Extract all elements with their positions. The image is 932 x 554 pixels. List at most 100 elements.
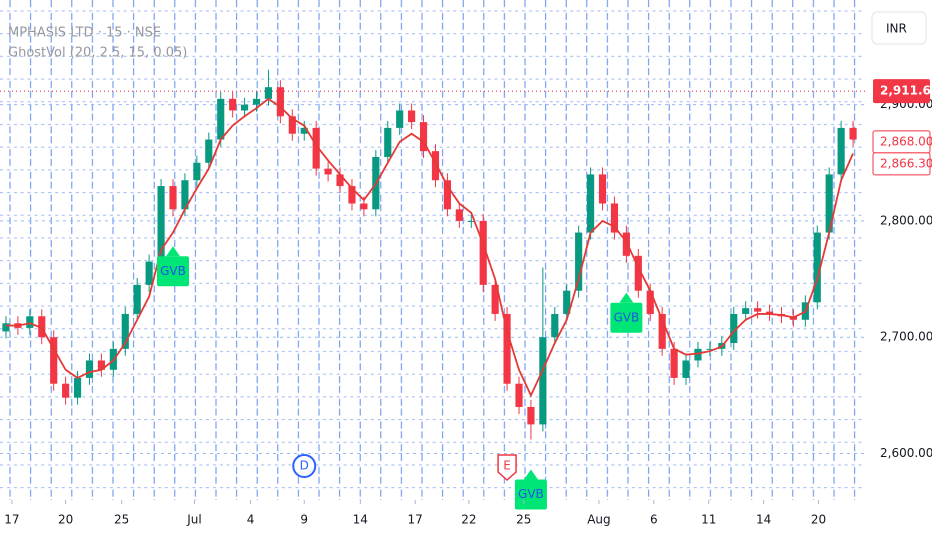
candle-body (38, 316, 46, 338)
signal-label: GVB (518, 487, 544, 501)
candle-body (324, 168, 332, 175)
candle-body (587, 174, 595, 233)
signal-box (610, 302, 643, 333)
event-label: D (300, 459, 309, 473)
candle-body (217, 98, 225, 140)
signal-arrow (619, 292, 634, 303)
currency-label[interactable]: INR (886, 22, 907, 36)
x-tick-label: 17 (408, 513, 423, 527)
candle-body (241, 104, 249, 111)
candle-body (539, 337, 547, 425)
plot-area: GVB GVB GVB D E (0, 69, 865, 510)
candle-body (312, 127, 320, 169)
candle-body (264, 87, 273, 99)
candle-body (837, 127, 845, 175)
x-tick-label: 20 (58, 513, 73, 527)
candle-body (479, 220, 487, 285)
x-tick-label: 25 (516, 513, 531, 527)
candle-body (503, 313, 511, 384)
signal-label: GVB (614, 310, 640, 324)
candle-body (97, 360, 105, 370)
candle-body (384, 127, 392, 157)
candle-body (408, 110, 416, 123)
candle-body (634, 255, 642, 291)
candle-body (288, 116, 296, 134)
x-tick-label: 4 (247, 513, 255, 527)
candle-body (742, 308, 750, 314)
candle-body (276, 87, 284, 117)
price-line-label: 2,911.60 (880, 84, 932, 98)
x-tick-label: 17 (4, 513, 19, 527)
x-tick-label: 22 (461, 513, 476, 527)
grid-pattern (0, 0, 865, 500)
last-price-label: 2,866.30 (880, 156, 932, 170)
signal-arrow (166, 246, 180, 257)
candle-body (598, 174, 607, 204)
candle-body (252, 98, 261, 105)
x-tick-label: 14 (353, 513, 368, 527)
candle-body (145, 261, 153, 285)
x-tick-label: 20 (811, 513, 826, 527)
candle-body (360, 203, 368, 210)
candle-body (133, 284, 141, 314)
candle-body (825, 174, 833, 233)
candle-body (50, 337, 58, 384)
currency-button[interactable] (871, 11, 927, 45)
candle-body (2, 323, 10, 332)
y-tick-label: 2,700.00 (880, 330, 932, 344)
candle-body (85, 360, 94, 378)
candle-body (646, 290, 654, 314)
candle-body (610, 203, 619, 233)
x-tick-label: 14 (756, 513, 771, 527)
candle-body (229, 98, 237, 111)
candle-body (515, 383, 523, 407)
candle-body (813, 232, 821, 303)
x-tick-label: 11 (701, 513, 716, 527)
candle-body (670, 348, 678, 378)
candle-body (575, 232, 583, 291)
candle-body (121, 313, 129, 349)
event-badge (497, 454, 517, 482)
candle-body (431, 151, 440, 181)
candle-body (157, 186, 165, 262)
candle-body (622, 232, 630, 256)
x-tick-label: Aug (587, 513, 610, 527)
candle-body (169, 186, 177, 210)
candle-body (62, 383, 70, 398)
x-tick-label: 25 (114, 513, 129, 527)
candle-body (467, 220, 475, 222)
candle-body (181, 180, 189, 210)
signal-box (157, 256, 189, 287)
y-tick-label: 2,600.00 (880, 446, 932, 460)
indicator-name: GhostVol (20, 2.5, 15, 0.05) (8, 46, 187, 61)
last-price-badge (872, 152, 931, 176)
y-tick-label: 2,800.00 (880, 213, 932, 227)
x-tick-label: 9 (300, 513, 308, 527)
candle-body (396, 110, 404, 128)
ma-line (5, 97, 854, 398)
candle-body (419, 122, 428, 152)
candle-body (300, 127, 308, 134)
x-tick-label: 6 (650, 513, 658, 527)
candle-body (849, 127, 857, 140)
candle-body (527, 406, 535, 425)
candle-body (658, 313, 666, 349)
signal-label: GVB (160, 264, 186, 278)
candle-body (563, 290, 571, 314)
candle-body (706, 348, 714, 350)
candle-body (765, 311, 774, 314)
candle-body (443, 180, 451, 210)
candle-body (336, 174, 344, 187)
candle-body (754, 308, 762, 312)
x-tick-label: Jul (186, 513, 201, 527)
candle-body (730, 313, 738, 344)
last-price-label: 2,868.00 (880, 134, 932, 148)
chart-title: MPHASIS LTD · 15 · NSE (8, 26, 161, 41)
candle-body (491, 284, 499, 314)
signal-arrow (523, 469, 538, 480)
price-line-badge (873, 79, 930, 104)
candle-body (26, 316, 34, 328)
candle-body (348, 186, 356, 204)
event-label: E (503, 459, 511, 473)
